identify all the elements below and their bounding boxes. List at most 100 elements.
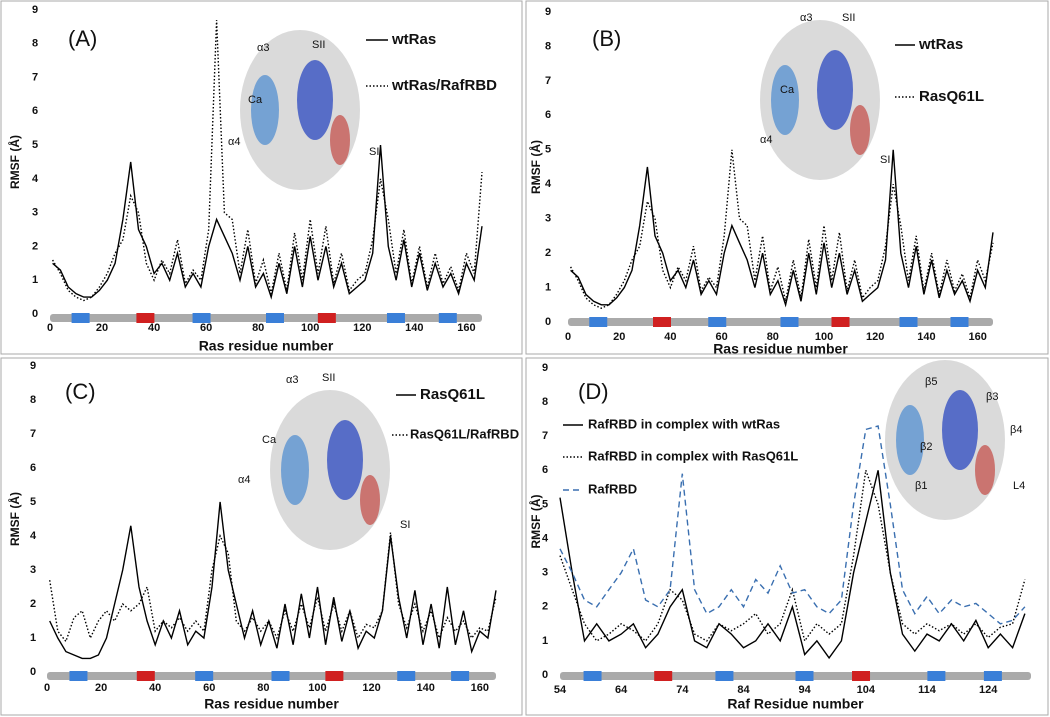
x-tick-label: 40: [664, 331, 676, 343]
secondary-structure: [71, 313, 90, 323]
y-tick-label: 2: [545, 247, 551, 259]
secondary-structure: [899, 317, 918, 327]
y-tick-label: 3: [32, 207, 38, 219]
x-tick-label: 20: [96, 322, 108, 334]
y-axis-label: RMSF (Å): [7, 492, 22, 546]
panel-frame: [525, 0, 1049, 355]
structure-label: α4: [238, 474, 250, 486]
legend-label: RasQ61L/RafRBD: [410, 426, 519, 441]
structure-loop: [850, 105, 870, 155]
x-tick-label: 140: [405, 322, 423, 334]
data-line: [559, 470, 1026, 660]
data-line: [559, 470, 1026, 643]
secondary-structure: [136, 313, 155, 323]
secondary-structure: [715, 671, 734, 681]
x-tick-label: 120: [866, 331, 884, 343]
y-axis-label: RMSF (Å): [7, 135, 22, 189]
y-tick-label: 9: [32, 4, 38, 16]
y-tick-label: 2: [542, 601, 548, 613]
x-tick-label: 40: [148, 322, 160, 334]
data-line: [51, 20, 483, 302]
y-tick-label: 6: [30, 462, 36, 474]
legend-label: RafRBD in complex with RasQ61L: [588, 448, 798, 463]
y-tick-label: 5: [542, 498, 548, 510]
secondary-structure: [266, 313, 284, 323]
structure-label: β2: [920, 441, 932, 453]
secondary-structure: [438, 313, 457, 323]
secondary-structure: [983, 671, 1002, 681]
y-tick-label: 4: [30, 530, 37, 542]
structure-loop: [330, 115, 350, 165]
panel-label: (D): [578, 379, 609, 404]
secondary-structure: [317, 313, 336, 323]
x-tick-label: 124: [979, 684, 998, 696]
structure-loop: [360, 475, 380, 525]
structure-label: SI: [880, 154, 890, 166]
panel-label: (A): [68, 26, 97, 51]
x-tick-label: 160: [471, 682, 489, 694]
structure-helix: [297, 60, 333, 140]
legend-label: RafRBD: [588, 481, 637, 496]
x-axis-label: Raf Residue number: [727, 696, 864, 712]
data-line: [570, 149, 994, 308]
structure-label: SII: [322, 372, 335, 384]
x-tick-label: 100: [815, 331, 833, 343]
x-tick-label: 0: [565, 331, 571, 343]
y-tick-label: 8: [30, 394, 36, 406]
structure-label: β3: [986, 391, 998, 403]
legend-label: wtRas: [918, 36, 963, 53]
structure-label: α3: [286, 374, 298, 386]
structure-label: SI: [369, 146, 379, 158]
secondary-structure: [831, 317, 850, 327]
structure-label: SII: [842, 12, 855, 24]
x-tick-label: 120: [362, 682, 380, 694]
x-tick-label: 160: [457, 322, 475, 334]
secondary-structure: [386, 313, 405, 323]
x-tick-label: 60: [200, 322, 212, 334]
x-axis-label: Ras residue number: [713, 341, 848, 357]
secondary-structure: [780, 317, 799, 327]
x-tick-label: 60: [203, 682, 215, 694]
structure-helix: [251, 75, 279, 145]
panel-label: (C): [65, 379, 96, 404]
x-tick-label: 40: [149, 682, 161, 694]
structure-loop: [975, 445, 995, 495]
legend-label: RafRBD in complex with wtRas: [588, 416, 780, 431]
secondary-structure: [271, 671, 290, 681]
y-tick-label: 1: [545, 281, 551, 293]
structure-label: Ca: [780, 84, 795, 96]
y-tick-label: 8: [542, 396, 548, 408]
structure-label: α3: [800, 12, 812, 24]
y-tick-label: 9: [30, 360, 36, 372]
y-tick-label: 0: [545, 316, 551, 328]
x-tick-label: 140: [416, 682, 434, 694]
secondary-structure: [192, 313, 211, 323]
y-tick-label: 1: [32, 274, 38, 286]
structure-label: Ca: [262, 434, 277, 446]
structure-helix: [942, 390, 978, 470]
x-tick-label: 120: [353, 322, 371, 334]
y-tick-label: 5: [545, 144, 551, 156]
structure-label: β1: [915, 480, 927, 492]
y-tick-label: 5: [32, 139, 38, 151]
secondary-structure: [795, 671, 814, 681]
y-tick-label: 4: [542, 532, 549, 544]
x-tick-label: 20: [613, 331, 625, 343]
panel-frame: [525, 357, 1049, 716]
structure-helix: [281, 435, 309, 505]
data-line: [559, 425, 1026, 625]
legend-label: RasQ61L: [919, 88, 984, 105]
x-tick-label: 100: [301, 322, 319, 334]
y-tick-label: 6: [32, 105, 38, 117]
structure-helix: [771, 65, 799, 135]
x-tick-label: 104: [857, 684, 876, 696]
structure-label: SI: [400, 519, 410, 531]
x-tick-label: 64: [615, 684, 628, 696]
panel-label: (B): [592, 26, 621, 51]
structure-label: SII: [312, 39, 325, 51]
x-tick-label: 160: [968, 331, 986, 343]
x-tick-label: 0: [44, 682, 50, 694]
y-tick-label: 0: [30, 666, 36, 678]
y-tick-label: 6: [545, 109, 551, 121]
